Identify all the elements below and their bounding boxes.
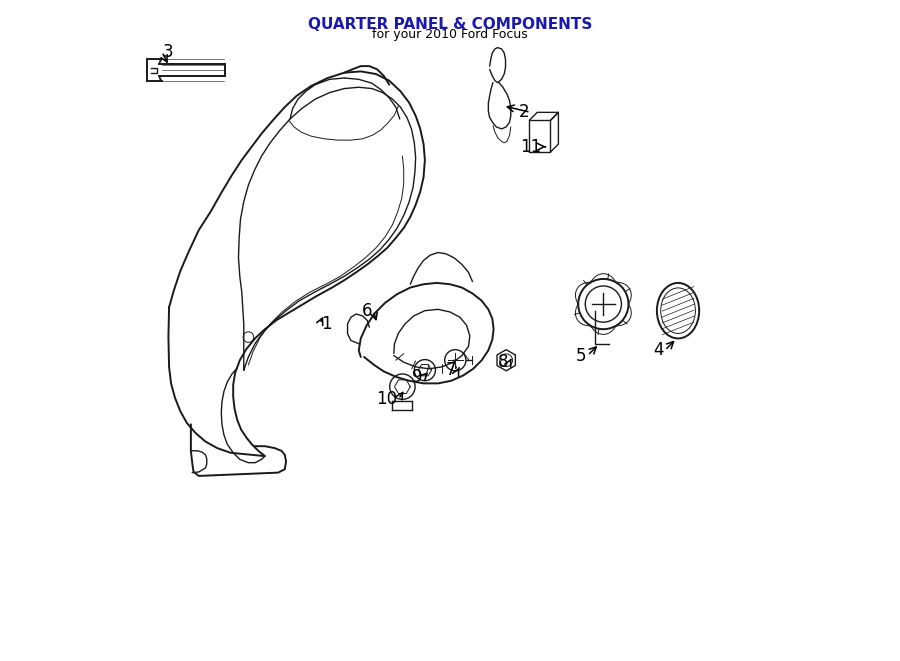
- Text: QUARTER PANEL & COMPONENTS: QUARTER PANEL & COMPONENTS: [308, 17, 592, 32]
- Text: 3: 3: [163, 42, 174, 61]
- Text: for your 2010 Ford Focus: for your 2010 Ford Focus: [372, 28, 528, 41]
- Text: 6: 6: [362, 301, 372, 320]
- Text: 11: 11: [520, 137, 541, 156]
- Text: 10: 10: [376, 390, 397, 408]
- Text: 4: 4: [653, 341, 663, 360]
- Text: 2: 2: [518, 103, 529, 122]
- Text: 5: 5: [576, 346, 586, 365]
- Text: 1: 1: [321, 315, 332, 333]
- Text: 8: 8: [498, 353, 508, 371]
- Text: 9: 9: [411, 368, 422, 386]
- Text: 7: 7: [446, 361, 456, 379]
